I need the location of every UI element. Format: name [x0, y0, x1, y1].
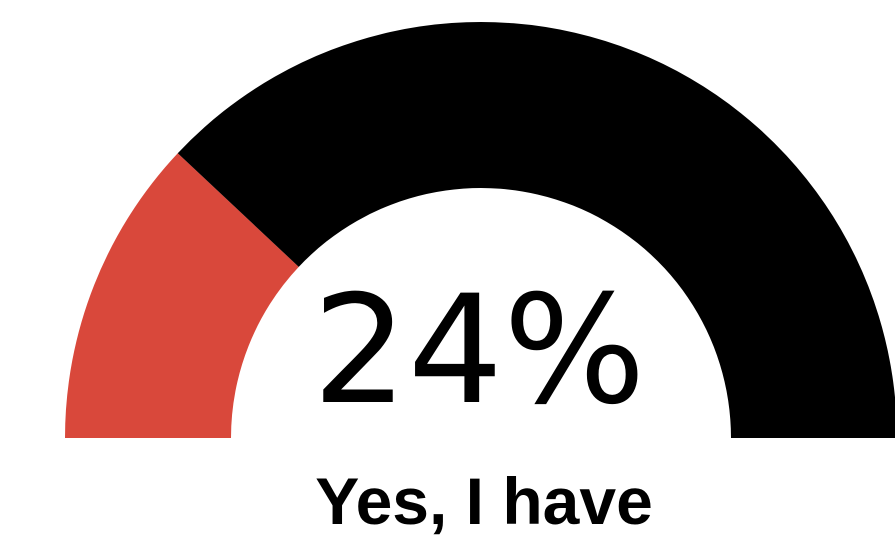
- gauge-remainder-arc: [177, 22, 895, 438]
- gauge-label-text: Yes, I have: [315, 464, 653, 538]
- gauge-value-arc: [65, 153, 299, 439]
- gauge-value-text: 24%: [312, 264, 645, 438]
